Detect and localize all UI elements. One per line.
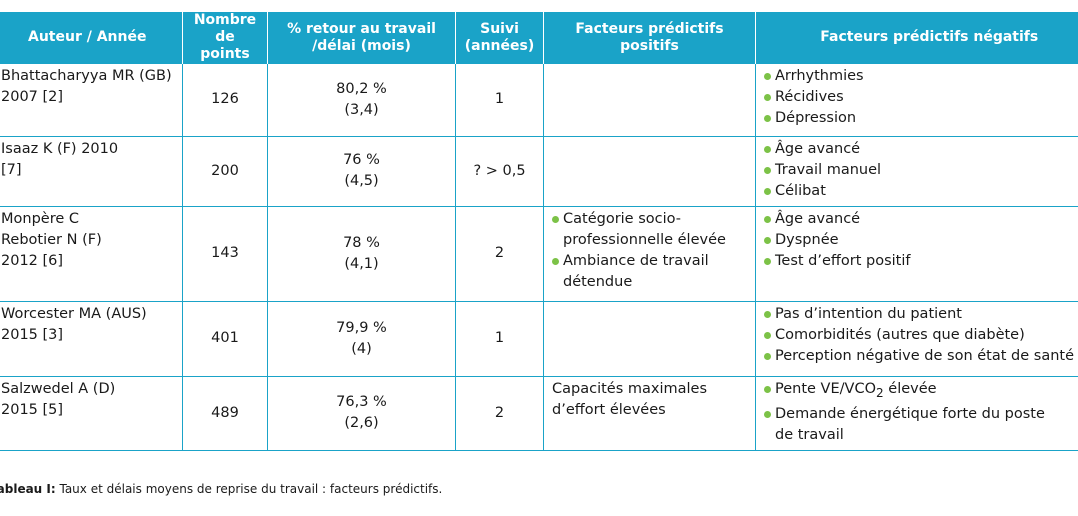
header-negative-factors: Facteurs prédictifs négatifs: [755, 12, 1078, 64]
negative-factors-cell: Pente VE/VCO2 élevée Demande énergétique…: [755, 376, 1078, 451]
table-caption: Tableau I: Taux et délais moyens de repr…: [0, 482, 443, 496]
header-author-year: Auteur / Année: [0, 12, 183, 64]
header-return-to-work: % retour au travail/délai (mois): [267, 12, 456, 64]
author-cell: Bhattacharyya MR (GB) 2007 [2]: [0, 63, 183, 137]
table-row: Bhattacharyya MR (GB) 2007 [2] 126 80,2 %…: [0, 63, 1078, 137]
list-item: Dyspnée: [764, 230, 1078, 251]
header-number-points: Nombre de points: [182, 12, 268, 64]
list-item: Âge avancé: [764, 139, 1078, 160]
points-cell: 489: [182, 376, 268, 451]
negative-factors-cell: Âge avancé Travail manuel Célibat: [755, 136, 1078, 207]
header-follow-up: Suivi (années): [455, 12, 544, 64]
points-cell: 401: [182, 301, 268, 377]
positive-factors-cell: Capacités maximales d’effort élevées: [543, 376, 756, 451]
table-row: Monpère C Rebotier N (F) 2012 [6] 143 78 %…: [0, 206, 1078, 302]
points-cell: 143: [182, 206, 268, 302]
table-row: Isaaz K (F) 2010 [7] 200 76 % (4,5) ? > 0,…: [0, 136, 1078, 207]
header-positive-factors: Facteurs prédictifs positifs: [543, 12, 756, 64]
results-table: Auteur / Année Nombre de points % retour …: [0, 12, 1078, 451]
return-cell: 76,3 % (2,6): [267, 376, 456, 451]
return-cell: 76 % (4,5): [267, 136, 456, 207]
positive-factors-cell: [543, 301, 756, 377]
follow-up-cell: 2: [455, 206, 544, 302]
author-cell: Worcester MA (AUS) 2015 [3]: [0, 301, 183, 377]
return-cell: 80,2 % (3,4): [267, 63, 456, 137]
author-cell: Salzwedel A (D) 2015 [5]: [0, 376, 183, 451]
list-item: Célibat: [764, 181, 1078, 202]
list-item: Catégorie socio-professionnelle élevée: [552, 209, 747, 251]
author-cell: Monpère C Rebotier N (F) 2012 [6]: [0, 206, 183, 302]
list-item: Arrhythmies: [764, 66, 1078, 87]
list-item: Âge avancé: [764, 209, 1078, 230]
return-cell: 79,9 % (4): [267, 301, 456, 377]
table-header-row: Auteur / Année Nombre de points % retour …: [0, 12, 1078, 64]
follow-up-cell: 1: [455, 301, 544, 377]
list-item: Demande énergétique forte du poste de tra…: [764, 404, 1078, 446]
list-item: Récidives: [764, 87, 1078, 108]
follow-up-cell: 2: [455, 376, 544, 451]
follow-up-cell: 1: [455, 63, 544, 137]
follow-up-cell: ? > 0,5: [455, 136, 544, 207]
positive-factors-cell: Catégorie socio-professionnelle élevée A…: [543, 206, 756, 302]
table-row: Worcester MA (AUS) 2015 [3] 401 79,9 % (4)…: [0, 301, 1078, 377]
return-cell: 78 % (4,1): [267, 206, 456, 302]
list-item: Perception négative de son état de santé: [764, 346, 1078, 367]
list-item: Comorbidités (autres que diabète): [764, 325, 1078, 346]
list-item: Test d’effort positif: [764, 251, 1078, 272]
negative-factors-cell: Arrhythmies Récidives Dépression: [755, 63, 1078, 137]
list-item: Pente VE/VCO2 élevée: [764, 379, 1078, 404]
positive-factors-cell: [543, 63, 756, 137]
points-cell: 200: [182, 136, 268, 207]
positive-factors-cell: [543, 136, 756, 207]
list-item: Travail manuel: [764, 160, 1078, 181]
list-item: Ambiance de travail détendue: [552, 251, 747, 293]
negative-factors-cell: Âge avancé Dyspnée Test d’effort positif: [755, 206, 1078, 302]
list-item: Pas d’intention du patient: [764, 304, 1078, 325]
table-row: Salzwedel A (D) 2015 [5] 489 76,3 % (2,6) …: [0, 376, 1078, 451]
negative-factors-cell: Pas d’intention du patient Comorbidités …: [755, 301, 1078, 377]
author-cell: Isaaz K (F) 2010 [7]: [0, 136, 183, 207]
points-cell: 126: [182, 63, 268, 137]
list-item: Dépression: [764, 108, 1078, 129]
